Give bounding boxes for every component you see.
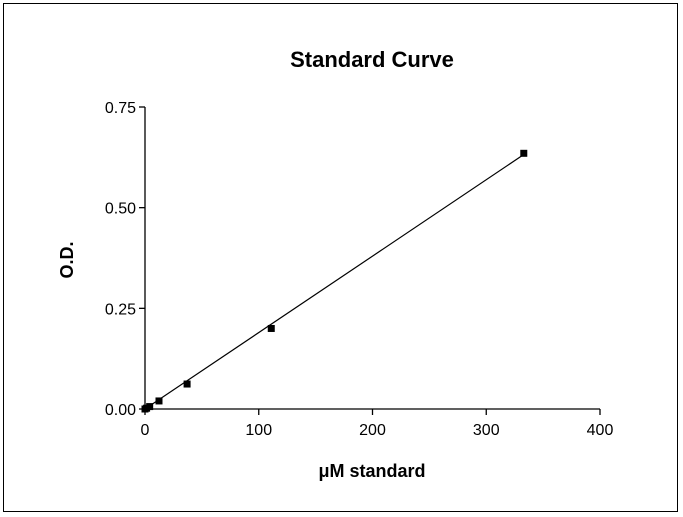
y-tick-label: 0.25	[105, 301, 136, 318]
y-axis-label: O.D.	[57, 241, 77, 278]
x-tick-label: 400	[587, 422, 614, 439]
data-points-layer	[141, 149, 528, 413]
chart-frame	[3, 3, 678, 512]
x-tick-label: 100	[245, 422, 272, 439]
data-point	[520, 149, 528, 157]
data-point	[146, 403, 154, 411]
axes: 0 100 200 300 400 0.00 0.25 0.50 0.75	[105, 100, 614, 439]
fit-line	[144, 154, 525, 410]
chart-title: Standard Curve	[290, 47, 454, 72]
data-point	[183, 380, 191, 388]
x-tick-label: 0	[141, 422, 150, 439]
y-tick-label: 0.00	[105, 402, 136, 419]
y-tick-label: 0.75	[105, 100, 136, 117]
data-point	[155, 397, 163, 405]
fit-line-layer	[144, 154, 525, 410]
x-axis-label: μM standard	[318, 461, 425, 481]
x-tick-label: 200	[359, 422, 386, 439]
x-tick-label: 300	[473, 422, 500, 439]
y-tick-label: 0.50	[105, 201, 136, 218]
data-point	[267, 324, 275, 332]
